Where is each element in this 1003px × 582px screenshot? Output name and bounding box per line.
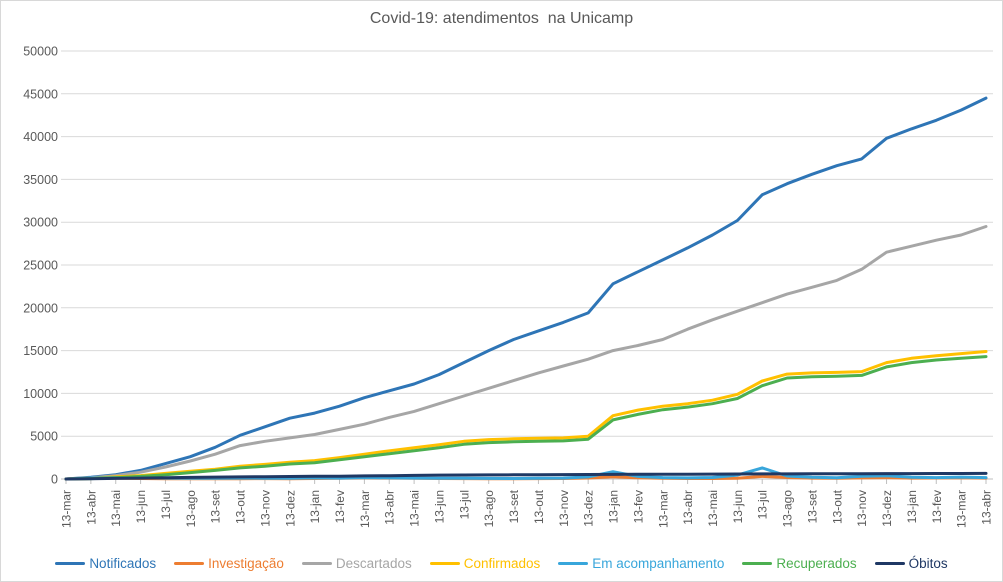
y-axis-tick-label: 25000 [23, 259, 58, 273]
y-axis-tick-label: 5000 [30, 430, 58, 444]
legend-item-notificados[interactable]: Notificados [55, 556, 156, 571]
x-axis-tick-label: 13-set [805, 489, 819, 523]
x-axis-tick-label: 13-mai [408, 490, 422, 527]
x-axis-tick-label: 13-abr [980, 490, 994, 525]
series-line-recuperados [64, 355, 988, 481]
series-line-obitos [64, 471, 988, 481]
legend-label-notificados: Notificados [89, 556, 157, 571]
x-axis-tick-label: 13-jan [308, 490, 322, 523]
x-axis-tick-label: 13-abr [681, 490, 695, 525]
x-axis-tick-label: 13-ago [184, 490, 198, 528]
y-axis-tick-label: 45000 [23, 87, 58, 101]
x-axis-tick-label: 13-fev [930, 490, 944, 523]
x-axis-tick-label: 13-mar [60, 490, 74, 528]
x-axis-tick-label: 13-mai [109, 490, 123, 527]
x-axis-tick-label: 13-jun [731, 490, 745, 523]
x-axis-tick-label: 13-out [234, 489, 248, 524]
y-axis-tick-label: 20000 [23, 301, 58, 315]
chart-title: Covid-19: atendimentos na Unicamp [369, 10, 634, 27]
x-axis-tick-label: 13-ago [781, 490, 795, 528]
series-line-confirmados [64, 350, 988, 481]
legend-label-obitos: Óbitos [908, 556, 948, 571]
legend-label-recuperados: Recuperados [776, 556, 857, 571]
x-axis-tick-label: 13-jan [607, 490, 621, 523]
legend-label-descartados: Descartados [335, 556, 412, 571]
x-axis-tick-label: 13-mar [358, 490, 372, 528]
legend-swatch-recuperados [742, 561, 773, 566]
legend-label-confirmados: Confirmados [463, 556, 541, 571]
legend-item-recuperados[interactable]: Recuperados [742, 556, 857, 571]
x-axis-tick-label: 13-mai [706, 490, 720, 527]
legend-label-investigacao: Investigação [208, 556, 284, 571]
x-axis-tick-label: 13-nov [258, 490, 272, 527]
legend-swatch-notificados [55, 561, 86, 566]
x-axis-tick-label: 13-jul [457, 490, 471, 519]
x-axis-tick-label: 13-out [830, 489, 844, 524]
y-axis-tick-label: 50000 [23, 45, 58, 59]
y-axis-tick-label: 0 [51, 473, 58, 487]
x-axis-tick-label: 13-mar [955, 490, 969, 528]
x-axis-tick-label: 13-dez [283, 490, 297, 527]
legend-swatch-investigacao [174, 561, 205, 566]
legend-item-confirmados[interactable]: Confirmados [429, 556, 541, 571]
x-axis-tick-label: 13-mar [656, 490, 670, 528]
x-axis-tick-label: 13-fev [631, 490, 645, 523]
x-axis-tick-label: 13-out [532, 489, 546, 524]
x-axis-tick-label: 13-jan [905, 490, 919, 523]
legend-item-investigacao[interactable]: Investigação [174, 556, 284, 571]
legend-swatch-descartados [301, 561, 332, 566]
legend-label-em-acompanhamento: Em acompanhamento [592, 556, 725, 571]
x-axis-tick-label: 13-abr [383, 490, 397, 525]
legend-swatch-confirmados [429, 561, 460, 566]
series-line-notificados [64, 96, 988, 481]
legend-item-descartados[interactable]: Descartados [301, 556, 412, 571]
legend-item-obitos[interactable]: Óbitos [874, 556, 948, 571]
x-axis-tick-label: 13-jun [134, 490, 148, 523]
x-axis-tick-label: 13-fev [333, 490, 347, 523]
x-axis-tick-label: 13-dez [880, 490, 894, 527]
x-axis-tick-label: 13-jul [756, 490, 770, 519]
y-axis-tick-label: 15000 [23, 344, 58, 358]
legend-swatch-obitos [874, 561, 905, 566]
y-axis-tick-label: 10000 [23, 387, 58, 401]
legend: Notificados Investigação Descartados Confir… [1, 556, 1002, 571]
x-axis-tick-label: 13-set [209, 489, 223, 523]
y-axis-tick-label: 40000 [23, 130, 58, 144]
x-axis-tick-label: 13-nov [557, 490, 571, 527]
y-axis-tick-label: 30000 [23, 216, 58, 230]
x-axis-tick-label: 13-nov [855, 490, 869, 527]
x-axis-tick-label: 13-jun [432, 490, 446, 523]
x-axis-tick-label: 13-set [507, 489, 521, 523]
x-axis-tick-label: 13-jul [159, 490, 173, 519]
x-axis-tick-label: 13-abr [84, 490, 98, 525]
y-axis-tick-label: 35000 [23, 173, 58, 187]
legend-item-em-acompanhamento[interactable]: Em acompanhamento [558, 556, 724, 571]
legend-swatch-em-acompanhamento [558, 561, 589, 566]
x-axis-tick-label: 13-ago [482, 490, 496, 528]
series-line-descartados [64, 225, 988, 481]
x-axis-tick-label: 13-dez [582, 490, 596, 527]
